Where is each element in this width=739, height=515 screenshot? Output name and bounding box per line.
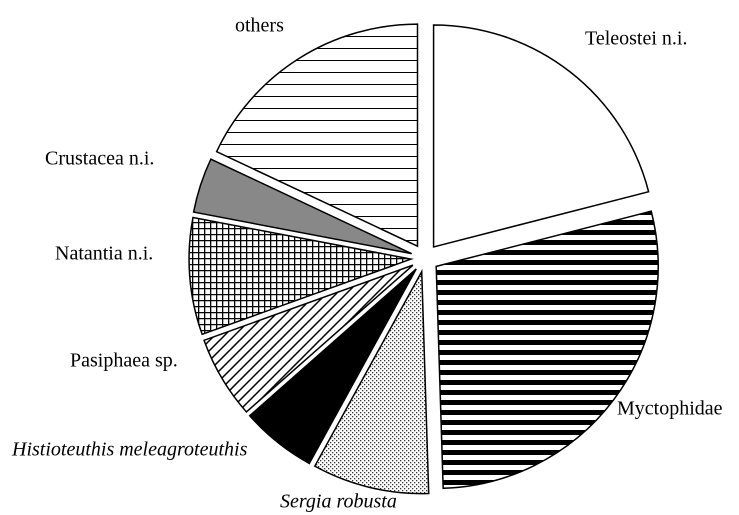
slice-label: Sergia robusta [280, 491, 397, 513]
pie-slice [188, 216, 414, 336]
pie-slice [432, 24, 650, 248]
slice-label: Pasiphaea sp. [70, 350, 178, 372]
slice-label: Natantia n.i. [55, 243, 153, 265]
slice-label: Teleostei n.i. [585, 28, 687, 50]
pie-slice [435, 210, 659, 490]
pie-slice [215, 23, 419, 248]
pie-slice [248, 268, 417, 465]
pie-slice [313, 268, 430, 495]
pie-slice [203, 264, 414, 413]
pie-slice [192, 158, 413, 255]
slice-label: Myctophidae [617, 398, 723, 420]
slice-label: Crustacea n.i. [45, 148, 154, 170]
slice-label: Histioteuthis meleagroteuthis [11, 439, 248, 461]
slice-label: others [235, 15, 284, 37]
